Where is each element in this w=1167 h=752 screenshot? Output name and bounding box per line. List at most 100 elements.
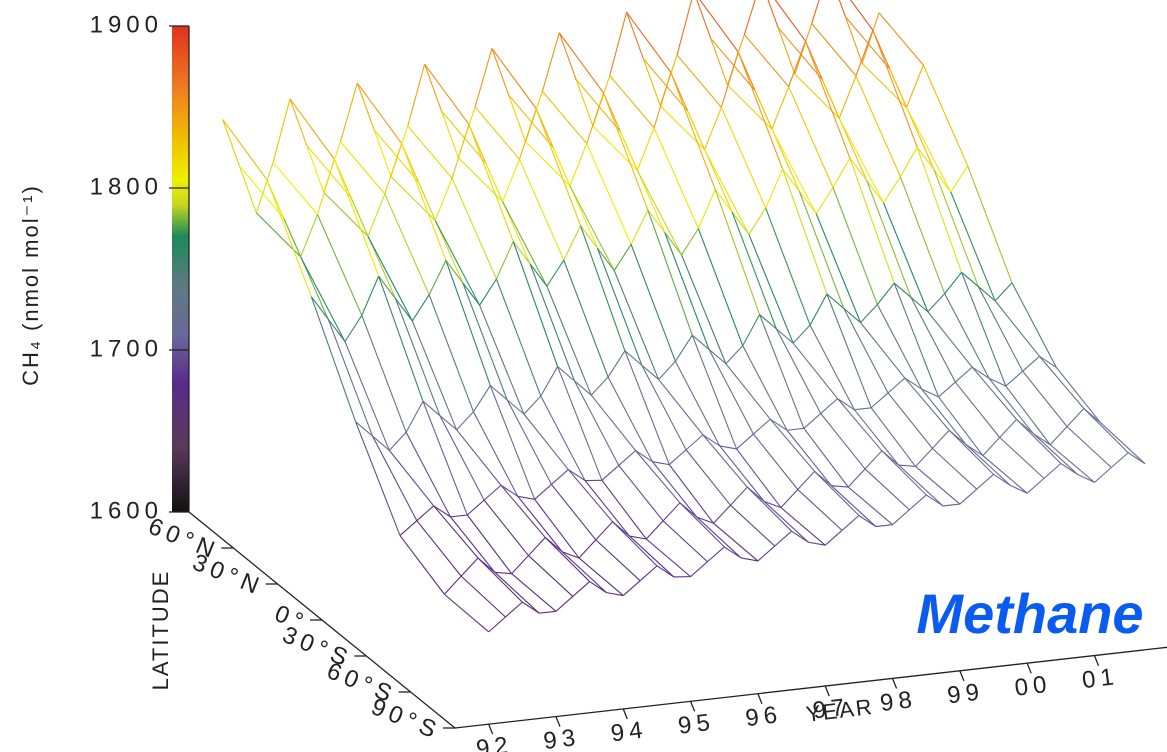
mesh-latitude-segment bbox=[837, 398, 883, 452]
mesh-latitude-segment bbox=[635, 450, 681, 504]
mesh-time-segment bbox=[961, 271, 979, 288]
mesh-latitude-segment bbox=[696, 516, 742, 559]
mesh-latitude-segment bbox=[831, 485, 877, 527]
mesh-latitude-segment bbox=[906, 107, 952, 193]
mesh-time-segment bbox=[860, 304, 878, 323]
mesh-latitude-segment bbox=[595, 539, 641, 582]
mesh-latitude-segment bbox=[495, 278, 542, 397]
mesh-time-segment bbox=[653, 72, 672, 128]
mesh-latitude-segment bbox=[641, 364, 687, 451]
mesh-time-segment bbox=[681, 228, 699, 256]
mesh-time-segment bbox=[782, 168, 800, 192]
mesh-time-segment bbox=[355, 421, 373, 437]
mesh-latitude-segment bbox=[797, 489, 843, 531]
mesh-time-segment bbox=[384, 143, 403, 195]
mesh-latitude-segment bbox=[847, 486, 893, 526]
mesh-time-segment bbox=[787, 427, 804, 431]
mesh-latitude-segment bbox=[881, 450, 927, 496]
mesh-latitude-segment bbox=[491, 48, 537, 110]
mesh-time-segment bbox=[1005, 370, 1024, 387]
x-tick bbox=[690, 701, 696, 712]
mesh-time-segment bbox=[652, 461, 670, 466]
mesh-latitude-segment bbox=[596, 247, 643, 366]
mesh-latitude-segment bbox=[948, 429, 994, 475]
mesh-time-segment bbox=[356, 82, 375, 130]
mesh-time-segment bbox=[439, 415, 457, 431]
mesh-latitude-segment bbox=[887, 392, 933, 449]
mesh-latitude-segment bbox=[782, 168, 828, 295]
mesh-latitude-segment bbox=[578, 557, 624, 596]
mesh-latitude-segment bbox=[771, 128, 817, 214]
mesh-time-segment bbox=[815, 187, 834, 214]
mesh-latitude-segment bbox=[468, 124, 514, 242]
mesh-latitude-segment bbox=[893, 282, 940, 398]
mesh-latitude-segment bbox=[658, 379, 704, 436]
mesh-latitude-segment bbox=[373, 129, 419, 183]
mesh-latitude-segment bbox=[748, 234, 794, 344]
mesh-time-segment bbox=[289, 98, 308, 146]
mesh-latitude-segment bbox=[746, 486, 792, 532]
mesh-latitude-segment bbox=[674, 361, 721, 447]
mesh-time-segment bbox=[635, 450, 653, 463]
mesh-time-segment bbox=[395, 298, 413, 322]
mesh-latitude-segment bbox=[489, 385, 536, 500]
mesh-latitude-segment bbox=[933, 169, 979, 287]
mesh-latitude-segment bbox=[573, 380, 620, 466]
mesh-time-segment bbox=[915, 447, 933, 467]
mesh-latitude-segment bbox=[777, 27, 823, 81]
z-axis-label: CH₄ (nmol mol⁻¹) bbox=[18, 184, 43, 386]
z-tick-label: 1600 bbox=[90, 497, 163, 524]
mesh-latitude-segment bbox=[921, 388, 967, 445]
mesh-latitude-segment bbox=[999, 437, 1045, 479]
mesh-time-segment bbox=[561, 551, 580, 559]
mesh-time-segment bbox=[977, 286, 996, 302]
mesh-latitude-segment bbox=[809, 324, 855, 410]
mesh-time-segment bbox=[456, 411, 474, 431]
mesh-time-segment bbox=[642, 58, 661, 106]
mesh-latitude-segment bbox=[367, 236, 413, 322]
x-tick-label: 99 bbox=[946, 678, 986, 709]
mesh-time-segment bbox=[647, 209, 666, 233]
mesh-latitude-segment bbox=[932, 447, 978, 490]
mesh-time-segment bbox=[424, 63, 442, 112]
mesh-latitude-segment bbox=[1011, 282, 1057, 368]
mesh-time-segment bbox=[367, 193, 386, 237]
mesh-latitude-segment bbox=[586, 143, 632, 245]
z-tick-label: 1800 bbox=[90, 173, 163, 200]
mesh-time-segment bbox=[450, 514, 468, 518]
mesh-time-segment bbox=[572, 581, 590, 597]
mesh-time-segment bbox=[797, 471, 815, 490]
mesh-latitude-segment bbox=[731, 211, 777, 330]
mesh-latitude-segment bbox=[508, 94, 554, 148]
mesh-time-segment bbox=[483, 484, 502, 501]
mesh-latitude-segment bbox=[811, 23, 857, 77]
mesh-time-segment bbox=[540, 366, 559, 397]
mesh-time-segment bbox=[938, 381, 956, 398]
mesh-latitude-segment bbox=[708, 349, 754, 435]
mesh-latitude-segment bbox=[653, 127, 699, 229]
mesh-latitude-segment bbox=[441, 110, 487, 164]
colorbar bbox=[172, 26, 189, 512]
mesh-time-segment bbox=[925, 494, 944, 507]
mesh-time-segment bbox=[824, 529, 843, 546]
mesh-time-segment bbox=[586, 92, 605, 144]
mesh-latitude-segment bbox=[618, 465, 664, 522]
mesh-latitude-segment bbox=[849, 0, 874, 31]
mesh-time-segment bbox=[916, 146, 935, 170]
mesh-latitude-segment bbox=[306, 145, 352, 199]
x-tick-label: 92 bbox=[475, 731, 515, 752]
mesh-time-segment bbox=[696, 0, 712, 39]
mesh-latitude-segment bbox=[965, 444, 1011, 486]
mesh-time-segment bbox=[798, 190, 817, 215]
mesh-latitude-segment bbox=[535, 108, 582, 226]
mesh-latitude-segment bbox=[730, 504, 776, 547]
mesh-time-segment bbox=[300, 214, 318, 258]
mesh-latitude-segment bbox=[670, 72, 716, 190]
mesh-latitude-segment bbox=[1022, 370, 1068, 427]
mesh-time-segment bbox=[927, 293, 946, 313]
mesh-time-segment bbox=[765, 168, 784, 209]
mesh-time-segment bbox=[713, 504, 731, 524]
mesh-latitude-segment bbox=[636, 169, 683, 256]
mesh-latitude-segment bbox=[752, 433, 799, 490]
